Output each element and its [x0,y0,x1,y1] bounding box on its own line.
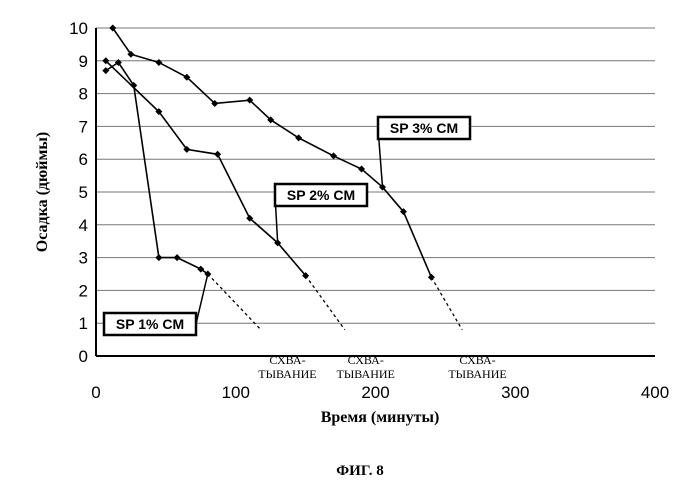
x-tick-label: 300 [501,383,529,402]
gridlines [96,28,655,323]
data-point [428,274,435,281]
y-tick-label: 10 [69,19,88,38]
setting-annotation: СХВА-ТЫВАНИЕ [258,353,316,381]
setting-dashed-line [306,276,345,330]
data-point [214,151,221,158]
setting-dashed-lines [208,274,462,330]
y-tick-label: 8 [79,85,88,104]
setting-annotation-line: СХВА- [348,353,384,367]
y-tick-label: 6 [79,150,88,169]
series-line [106,62,208,274]
series-label: SP 2% CM [287,187,355,203]
setting-annotation-line: ТЫВАНИЕ [337,367,395,381]
series-label: SP 3% CM [390,120,458,136]
series-label: SP 1% CM [116,316,184,332]
setting-dashed-line [208,274,261,330]
y-tick-label: 3 [79,249,88,268]
figure-caption: ФИГ. 8 [336,463,383,479]
x-tick-labels: 0 100 200 300 400 [91,383,669,402]
x-tick-label: 0 [91,383,100,402]
setting-annotation: СХВА-ТЫВАНИЕ [448,353,506,381]
label-leader-line [196,274,208,324]
setting-annotation-line: ТЫВАНИЕ [448,367,506,381]
series-lines [102,25,435,281]
y-tick-label: 5 [79,183,88,202]
setting-annotation-line: СХВА- [459,353,495,367]
y-tick-labels: 0 1 2 3 4 5 6 7 8 9 10 [69,19,88,366]
x-tick-label: 100 [222,383,250,402]
y-tick-label: 9 [79,52,88,71]
setting-annotation-line: ТЫВАНИЕ [258,367,316,381]
y-tick-label: 1 [79,314,88,333]
y-tick-label: 7 [79,117,88,136]
data-point [174,254,181,261]
series-labels: SP 1% CM SP 2% CM SP 3% CM [104,117,470,335]
y-tick-label: 4 [79,216,88,235]
x-tick-label: 200 [361,383,389,402]
setting-annotation-line: СХВА- [269,353,305,367]
x-tick-label: 400 [641,383,669,402]
y-axis-title: Осадка (дюймы) [34,132,51,252]
y-tick-label: 2 [79,281,88,300]
setting-annotations: СХВА-ТЫВАНИЕСХВА-ТЫВАНИЕСХВА-ТЫВАНИЕ [258,353,506,381]
y-tick-label: 0 [79,347,88,366]
setting-annotation: СХВА-ТЫВАНИЕ [337,353,395,381]
series-line [113,28,432,277]
data-point [330,152,337,159]
data-point [155,254,162,261]
data-point [155,59,162,66]
setting-dashed-line [431,277,462,329]
x-axis-title: Время (минуты) [321,409,440,426]
